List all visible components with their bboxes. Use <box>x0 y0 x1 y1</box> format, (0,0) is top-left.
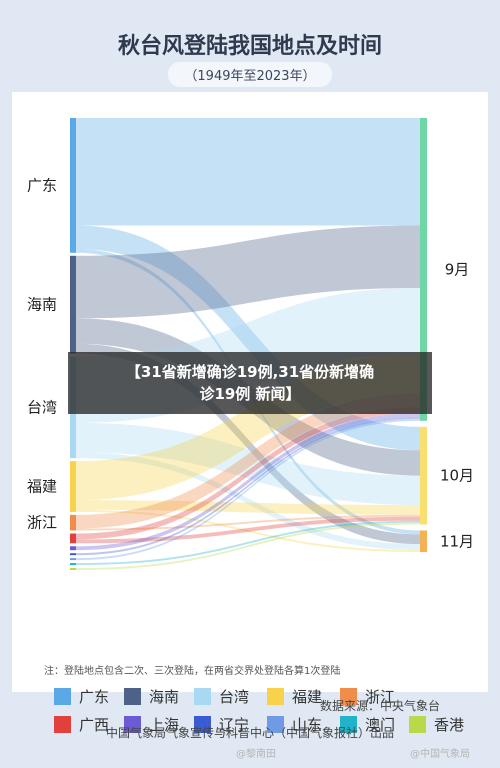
legend-item-广东: 广东 <box>54 686 109 706</box>
flow-澳门-10月 <box>76 520 420 566</box>
flow-上海-9月 <box>76 413 420 551</box>
legend-swatch <box>267 687 284 705</box>
legend-label: 广西 <box>79 715 110 734</box>
flow-辽宁-9月 <box>76 416 420 556</box>
flow-香港-10月 <box>76 522 420 570</box>
flow-台湾-10月 <box>76 422 420 505</box>
legend-swatch <box>124 687 141 705</box>
target-node-11月 <box>420 530 427 552</box>
page-title: 秋台风登陆我国地点及时间 <box>117 34 382 59</box>
source-node-香港 <box>70 568 76 570</box>
legend-swatch <box>267 715 284 733</box>
legend-item-海南: 海南 <box>124 686 179 706</box>
flow-广东-10月 <box>76 225 420 451</box>
legend-item-辽宁: 辽宁 <box>194 714 249 734</box>
legend-swatch <box>54 687 71 705</box>
legend-swatch <box>340 715 357 733</box>
source-node-广东 <box>70 118 76 253</box>
source-label-广东: 广东 <box>27 176 57 194</box>
legend-item-香港: 香港 <box>409 714 464 734</box>
source-node-上海 <box>70 546 76 551</box>
flow-台湾-11月 <box>76 452 420 551</box>
flow-福建-11月 <box>76 509 420 552</box>
watermark-left: @黎南田 <box>236 749 276 760</box>
flow-山东-9月 <box>76 418 420 561</box>
legend-item-上海: 上海 <box>124 714 179 734</box>
legend-swatch <box>194 715 211 733</box>
legend-label: 浙江 <box>365 687 396 706</box>
flow-福建-10月 <box>76 500 420 515</box>
overlay-line-2: 诊19例 新闻】 <box>199 385 301 403</box>
legend-item-福建: 福建 <box>267 686 322 706</box>
legend-label: 台湾 <box>219 687 250 706</box>
legend-swatch <box>194 687 211 705</box>
source-label-台湾: 台湾 <box>27 398 57 416</box>
flow-海南-11月 <box>76 343 420 545</box>
target-node-9月 <box>420 118 427 421</box>
legend-label: 澳门 <box>365 715 396 734</box>
source-node-广西 <box>70 533 76 544</box>
legend-item-广西: 广西 <box>54 714 109 734</box>
overlay-line-1: 【31省新增确诊19例,31省份新增确 <box>125 363 375 381</box>
source-node-山东 <box>70 558 76 561</box>
subtitle-wrap: （1949年至2023年） <box>0 62 500 87</box>
target-label-11月: 11月 <box>440 532 474 550</box>
legend-label: 广东 <box>79 687 110 706</box>
source-label-福建: 福建 <box>27 477 57 495</box>
source-node-海南 <box>70 255 76 354</box>
source-label-海南: 海南 <box>27 296 57 314</box>
source-node-澳门 <box>70 563 76 566</box>
source-label-浙江: 浙江 <box>27 514 57 532</box>
news-overlay-banner[interactable]: 【31省新增确诊19例,31省份新增确 诊19例 新闻】 <box>68 352 432 414</box>
legend-label: 山东 <box>292 715 323 734</box>
watermark-right: @中国气象局 <box>410 749 470 760</box>
legend-item-澳门: 澳门 <box>340 714 395 734</box>
flow-海南-9月 <box>76 225 420 319</box>
target-label-9月: 9月 <box>445 260 470 278</box>
source-node-辽宁 <box>70 553 76 556</box>
legend-label: 辽宁 <box>219 715 250 734</box>
source-node-浙江 <box>70 514 76 531</box>
flow-广西-9月 <box>76 407 420 540</box>
legend-swatch <box>340 687 357 705</box>
data-source: 数据来源：中央气象台 <box>319 699 440 713</box>
legend-swatch <box>124 715 141 733</box>
publisher-credit: 中国气象局气象宣传与科普中心（中国气象报社）出品 <box>105 726 394 740</box>
flow-广东-9月 <box>76 118 420 226</box>
legend-label: 香港 <box>434 715 465 734</box>
legend-swatch <box>409 715 426 733</box>
source-node-福建 <box>70 461 76 512</box>
legend-label: 海南 <box>149 687 180 706</box>
page-subtitle: （1949年至2023年） <box>168 62 332 87</box>
sankey-links <box>76 118 420 570</box>
legend-item-台湾: 台湾 <box>194 686 249 706</box>
legend-label: 福建 <box>292 687 323 706</box>
flow-浙江-10月 <box>76 514 420 531</box>
legend-swatch <box>54 715 71 733</box>
legend-item-山东: 山东 <box>267 714 322 734</box>
flow-浙江-9月 <box>76 393 420 529</box>
flow-广西-10月 <box>76 516 420 544</box>
target-node-10月 <box>420 426 427 525</box>
legend-item-浙江: 浙江 <box>340 686 395 706</box>
target-label-10月: 10月 <box>440 467 474 485</box>
legend-label: 上海 <box>149 715 180 734</box>
footnote: 注：登陆地点包含二次、三次登陆，在两省交界处登陆各算1次登陆 <box>44 666 341 677</box>
